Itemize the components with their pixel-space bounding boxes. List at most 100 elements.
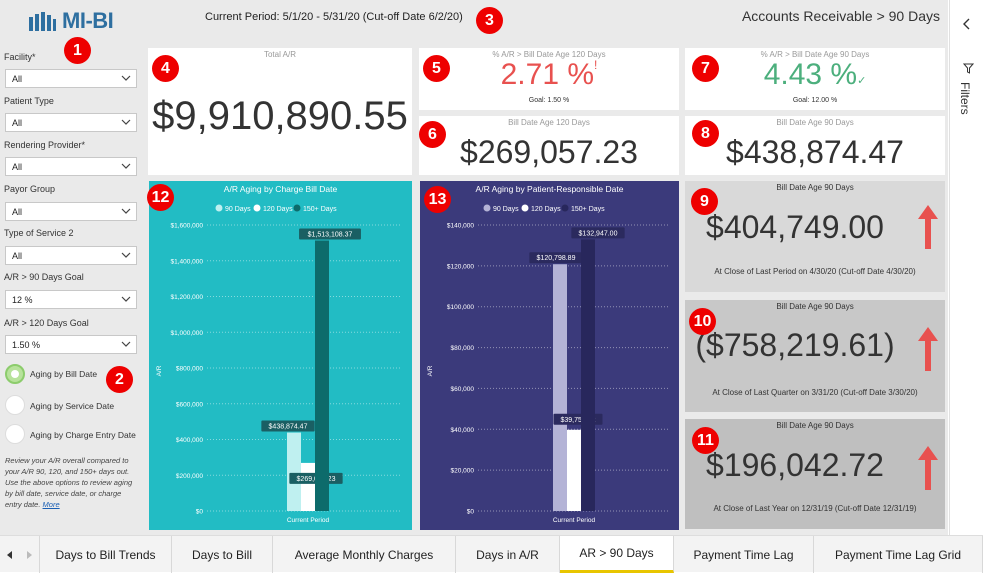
y-tick-label: $600,000 [176, 401, 203, 408]
annotation-badge-6: 6 [419, 121, 446, 148]
tab-next-icon[interactable] [25, 550, 33, 560]
card-title: Bill Date Age 90 Days [776, 421, 854, 430]
more-link[interactable]: More [42, 500, 60, 509]
dropdown-value: All [12, 162, 23, 172]
tab-nav-arrows [0, 536, 40, 573]
y-tick-label: $800,000 [176, 366, 203, 373]
legend-label: 120 Days [263, 206, 293, 213]
y-axis-label: A/R [156, 365, 163, 376]
payor-group-dropdown[interactable]: All [5, 202, 137, 221]
goal-label: Goal: 12.00 % [792, 97, 838, 104]
pct-ar-120-row: 2.71 %! [419, 58, 679, 92]
radio-aging-bill-date[interactable] [5, 364, 25, 384]
radio-label-charge-entry-date: Aging by Charge Entry Date [30, 430, 136, 440]
alert-icon: ! [594, 58, 598, 72]
tab-payment-time-lag[interactable]: Payment Time Lag [674, 536, 814, 573]
ar90-goal-dropdown[interactable]: 12 % [5, 290, 137, 309]
y-tick-label: $0 [196, 509, 204, 516]
y-tick-label: $1,400,000 [170, 258, 203, 265]
filters-label[interactable]: Filters [958, 82, 972, 115]
tab-payment-time-lag-grid[interactable]: Payment Time Lag Grid [814, 536, 983, 573]
x-category-label: Current Period [553, 517, 596, 524]
dropdown-value: 12 % [12, 295, 33, 305]
up-arrow-icon [918, 446, 938, 490]
chart-title: A/R Aging by Patient-Responsible Date [475, 184, 624, 194]
data-label: $39,757.92 [560, 417, 595, 424]
total-ar-card: Total A/R $9,910,890.55 [148, 48, 412, 175]
bar-120-days [567, 429, 581, 511]
y-tick-label: $20,000 [451, 468, 475, 475]
annotation-badge-10: 10 [689, 308, 716, 335]
age-90-card: Bill Date Age 90 Days $438,874.47 [685, 116, 945, 175]
chevron-down-icon [121, 119, 131, 125]
ar-aging-bill-date-chart[interactable]: A/R Aging by Charge Bill Date 90 Days 120… [149, 181, 412, 530]
last-period-caption: At Close of Last Period on 4/30/20 (Cut-… [714, 267, 916, 276]
page-tab-bar: Days to Bill Trends Days to Bill Average… [0, 535, 983, 573]
ar120-goal-dropdown[interactable]: 1.50 % [5, 335, 137, 354]
radio-label-bill-date: Aging by Bill Date [30, 369, 98, 379]
legend-swatch [253, 204, 261, 212]
annotation-badge-5: 5 [423, 55, 450, 82]
dropdown-value: All [12, 74, 23, 84]
radio-label-service-date: Aging by Service Date [30, 401, 115, 411]
tab-average-monthly-charges[interactable]: Average Monthly Charges [273, 536, 456, 573]
card-title: % A/R > Bill Date Age 90 Days [760, 50, 870, 59]
slicer-label-type-of-service: Type of Service 2 [4, 228, 74, 238]
radio-aging-service-date[interactable] [5, 395, 25, 415]
data-label-bg [571, 227, 625, 239]
tab-days-in-ar[interactable]: Days in A/R [456, 536, 560, 573]
chevron-down-icon [121, 208, 131, 214]
current-period: Current Period: 5/1/20 - 5/31/20 (Cut-of… [205, 11, 463, 23]
tab-ar-90-days[interactable]: AR > 90 Days [560, 536, 674, 573]
brand-name: MI-BI [62, 8, 114, 33]
legend-label: 150+ Days [571, 206, 605, 213]
y-tick-label: $40,000 [451, 427, 475, 434]
rendering-provider-dropdown[interactable]: All [5, 157, 137, 176]
tab-prev-icon[interactable] [6, 550, 14, 560]
y-tick-label: $60,000 [451, 386, 475, 393]
radio-aging-charge-entry-date[interactable] [5, 424, 25, 444]
y-tick-label: $0 [467, 509, 475, 516]
collapse-chevron-icon[interactable] [962, 18, 972, 30]
total-ar-value: $9,910,890.55 [152, 94, 408, 138]
report-canvas: MI-BI Current Period: 5/1/20 - 5/31/20 (… [0, 0, 948, 535]
chevron-down-icon [121, 252, 131, 258]
chart-plot: 90 Days 120 Days 150+ Days $0 $200,000 $400,0… [156, 204, 402, 524]
y-tick-label: $140,000 [447, 223, 474, 230]
ar-aging-patient-date-chart[interactable]: A/R Aging by Patient-Responsible Date 90… [420, 181, 679, 530]
age-90-value: $438,874.47 [726, 134, 904, 170]
legend-swatch [483, 204, 491, 212]
card-title: % A/R > Bill Date Age 120 Days [492, 50, 606, 59]
annotation-badge-4: 4 [152, 55, 179, 82]
check-icon: ✓ [857, 75, 867, 87]
bar-150-days [315, 240, 329, 512]
annotation-badge-7: 7 [692, 55, 719, 82]
chevron-down-icon [121, 341, 131, 347]
annotation-badge-12: 12 [147, 184, 174, 211]
data-label-bg [299, 228, 361, 240]
y-tick-label: $200,000 [176, 473, 203, 480]
pct-ar-90-value: 4.43 % [763, 58, 858, 91]
y-tick-label: $80,000 [451, 345, 475, 352]
card-title: Bill Date Age 90 Days [776, 302, 854, 311]
dropdown-value: All [12, 207, 23, 217]
legend-label: 120 Days [531, 206, 561, 213]
data-label-bg [529, 252, 583, 264]
tab-days-to-bill[interactable]: Days to Bill [172, 536, 273, 573]
patient-type-dropdown[interactable]: All [5, 113, 137, 132]
annotation-badge-1: 1 [64, 37, 91, 64]
legend-swatch [521, 204, 529, 212]
help-note: Review your A/R overall compared to your… [5, 455, 140, 510]
y-tick-label: $1,600,000 [170, 223, 203, 230]
type-of-service-dropdown[interactable]: All [5, 246, 137, 265]
chevron-down-icon [121, 163, 131, 169]
annotation-badge-11: 11 [692, 427, 719, 454]
last-quarter-value: ($758,219.61) [695, 327, 895, 363]
y-tick-label: $1,200,000 [170, 294, 203, 301]
tab-days-to-bill-trends[interactable]: Days to Bill Trends [40, 536, 172, 573]
y-axis-label: A/R [427, 365, 434, 376]
filters-pane[interactable]: Filters [949, 0, 983, 535]
annotation-badge-3: 3 [476, 7, 503, 34]
facility-dropdown[interactable]: All [5, 69, 137, 88]
slicer-label-ar90-goal: A/R > 90 Days Goal [4, 272, 84, 282]
